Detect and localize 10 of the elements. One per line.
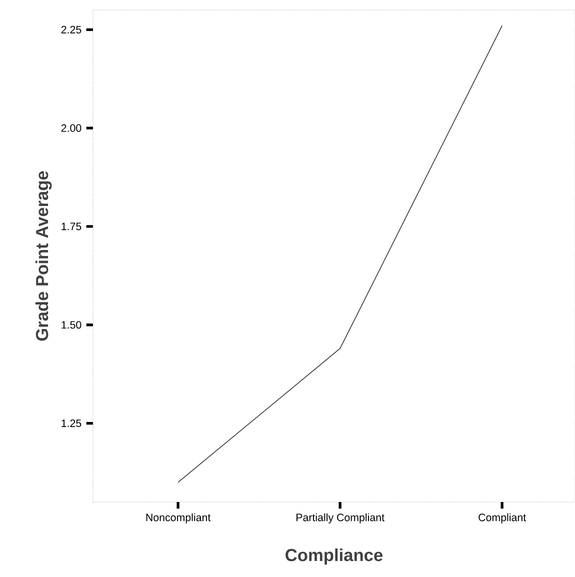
x-tick-label: Compliant: [478, 513, 526, 524]
y-tick-label: 1.50: [62, 321, 82, 329]
y-tick-label: 2.00: [61, 124, 82, 132]
y-tick-label: 1.25: [62, 420, 82, 428]
x-tick-label: Noncompliant: [146, 513, 211, 524]
x-axis-title: Compliance: [286, 548, 383, 565]
y-axis-title: Grade Point Average: [35, 171, 52, 341]
y-tick-label: 1.75: [62, 222, 82, 230]
x-tick-label: Partially Compliant: [296, 513, 384, 524]
y-tick-label: 2.25: [61, 26, 82, 34]
